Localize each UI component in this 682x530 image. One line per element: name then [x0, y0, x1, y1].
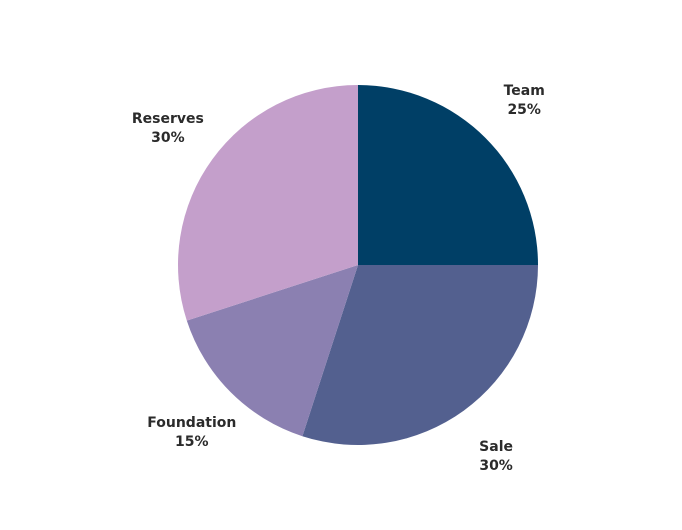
pie-label-team: Team 25%: [504, 83, 545, 118]
pie-label-name: Team: [504, 83, 545, 99]
pie-label-name: Foundation: [147, 415, 236, 431]
pie-label-reserves: Reserves 30%: [132, 111, 204, 146]
pie-label-name: Reserves: [132, 111, 204, 127]
pie-slice-sale: [302, 265, 538, 445]
pie-label-percent: 30%: [151, 130, 185, 146]
pie-label-percent: 30%: [479, 458, 513, 474]
pie-label-name: Sale: [479, 439, 513, 455]
pie-label-sale: Sale 30%: [479, 439, 513, 474]
pie-slice-foundation: [186, 265, 358, 437]
pie-slice-team: [358, 85, 538, 265]
pie-label-percent: 15%: [175, 434, 209, 450]
pie-label-percent: 25%: [507, 102, 541, 118]
pie-slices: [178, 85, 538, 445]
pie-labels: Team 25% Sale 30% Foundation 15% Reserves 30%: [132, 83, 545, 474]
pie-label-foundation: Foundation 15%: [147, 415, 236, 450]
pie-slice-reserves: [178, 85, 358, 321]
